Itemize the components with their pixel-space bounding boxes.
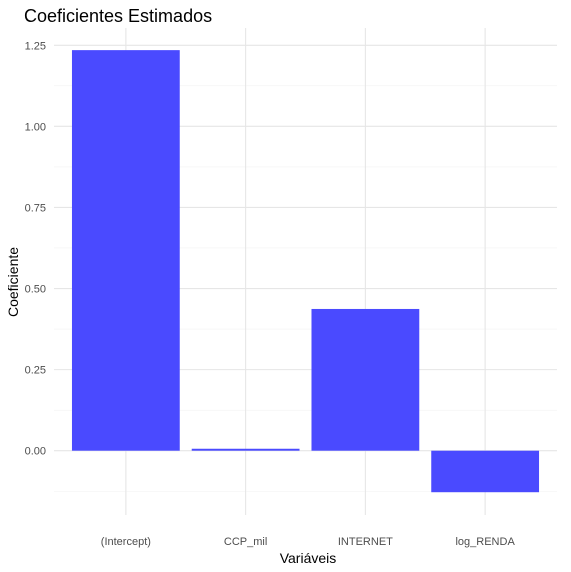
bar-intercept (71, 50, 180, 451)
x-tick-label: log_RENDA (455, 536, 515, 548)
y-tick-label: 0.75 (25, 202, 46, 214)
x-tick-label: (Intercept) (101, 536, 151, 548)
y-tick-label: 0.00 (25, 446, 46, 458)
x-tick-labels: (Intercept) CCP_mil INTERNET log_RENDA (101, 536, 516, 548)
bar-ccp-mil (191, 448, 300, 451)
y-tick-label: 1.00 (25, 121, 46, 133)
bar-log-renda (431, 450, 540, 493)
x-tick-label: CCP_mil (224, 536, 267, 548)
y-tick-label: 1.25 (25, 40, 46, 52)
x-tick-label: INTERNET (338, 536, 393, 548)
y-tick-label: 0.25 (25, 365, 46, 377)
bars (71, 50, 540, 493)
y-tick-label: 0.50 (25, 284, 46, 296)
y-axis-title: Coeficiente (5, 247, 21, 317)
chart-title: Coeficientes Estimados (24, 6, 212, 26)
bar-internet (311, 308, 420, 451)
y-tick-labels: 0.00 0.25 0.50 0.75 1.00 1.25 (25, 40, 46, 457)
x-axis-title: Variáveis (280, 550, 337, 566)
